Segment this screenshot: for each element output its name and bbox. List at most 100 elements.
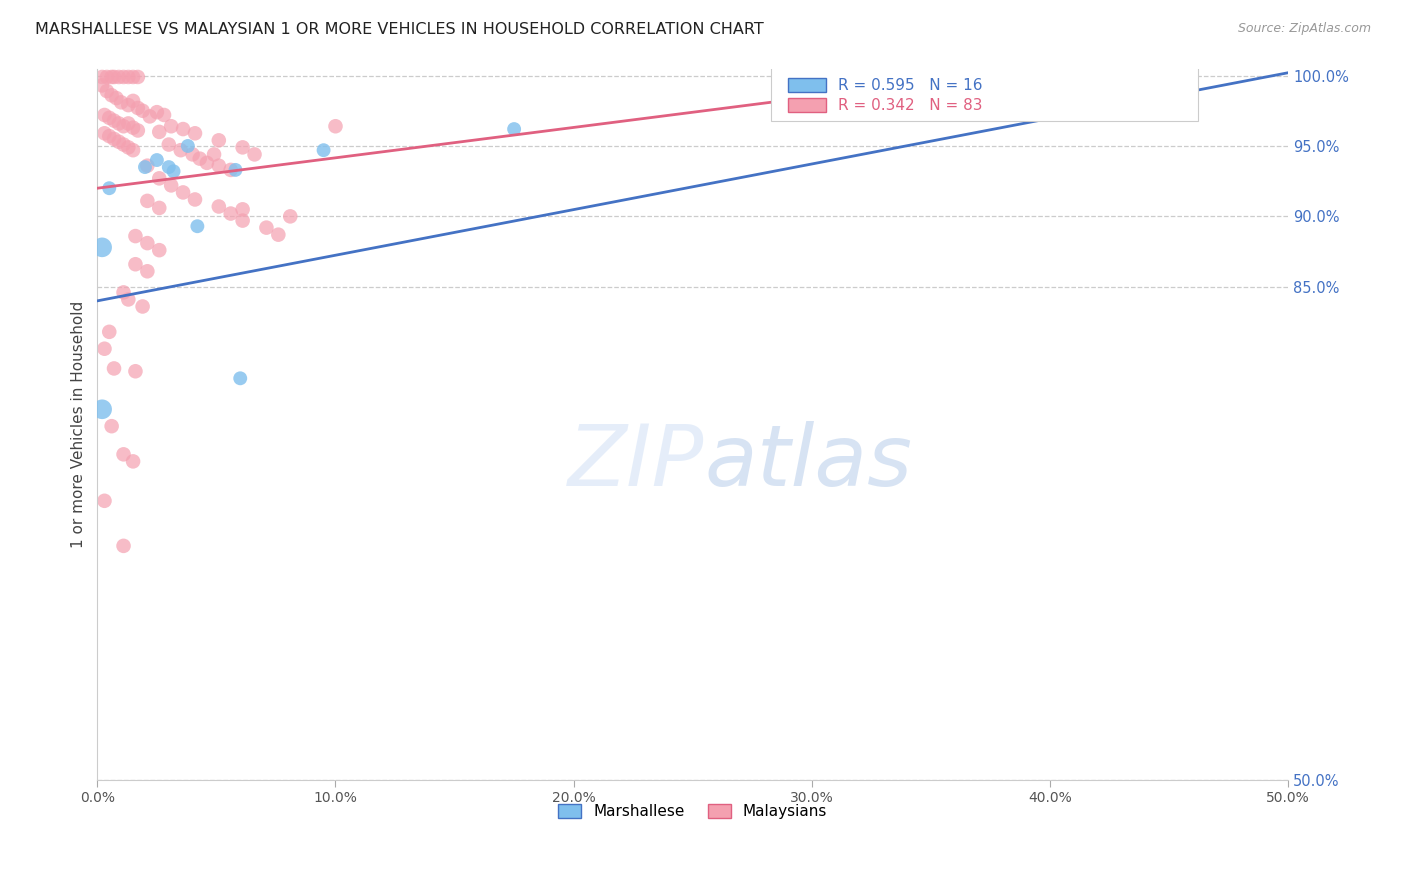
Point: [172, 122, 194, 136]
Point: [93, 342, 115, 356]
Point: [219, 162, 242, 177]
Point: [157, 160, 180, 174]
Point: [91, 240, 114, 254]
Point: [122, 454, 145, 468]
Point: [146, 153, 169, 167]
Point: [232, 202, 254, 217]
Point: [112, 285, 135, 300]
Point: [98, 111, 121, 125]
Point: [107, 116, 129, 130]
Point: [112, 539, 135, 553]
Point: [103, 361, 125, 376]
Point: [181, 147, 204, 161]
Point: [208, 133, 231, 147]
Point: [105, 91, 128, 105]
Point: [112, 447, 135, 461]
Point: [98, 325, 121, 339]
Point: [91, 78, 114, 93]
Point: [122, 120, 145, 135]
Point: [103, 132, 125, 146]
Point: [224, 162, 246, 177]
Point: [122, 143, 145, 157]
Point: [124, 229, 146, 244]
Point: [232, 213, 254, 227]
Text: atlas: atlas: [704, 421, 912, 504]
Point: [127, 101, 149, 115]
Point: [229, 371, 252, 385]
Point: [202, 147, 225, 161]
Point: [117, 140, 139, 154]
Point: [172, 186, 194, 200]
Point: [96, 84, 118, 98]
Point: [153, 108, 176, 122]
Point: [232, 140, 254, 154]
Point: [146, 105, 169, 120]
Point: [503, 122, 526, 136]
Point: [110, 95, 132, 110]
Point: [148, 171, 170, 186]
Point: [134, 160, 156, 174]
Point: [124, 364, 146, 378]
Point: [139, 109, 162, 123]
Text: ZIP: ZIP: [568, 421, 704, 504]
Point: [117, 98, 139, 112]
Point: [100, 419, 122, 434]
Point: [117, 293, 139, 307]
Point: [148, 243, 170, 257]
Point: [122, 94, 145, 108]
Point: [127, 123, 149, 137]
Text: R = 0.595   N = 16: R = 0.595 N = 16: [838, 78, 983, 93]
Point: [148, 125, 170, 139]
Text: Source: ZipAtlas.com: Source: ZipAtlas.com: [1237, 22, 1371, 36]
Point: [186, 219, 208, 234]
Point: [188, 152, 211, 166]
Point: [96, 70, 118, 84]
Point: [157, 137, 180, 152]
Point: [219, 206, 242, 220]
FancyBboxPatch shape: [772, 67, 1198, 120]
Point: [243, 147, 266, 161]
Y-axis label: 1 or more Vehicles in Household: 1 or more Vehicles in Household: [72, 301, 86, 548]
Point: [103, 70, 125, 84]
Point: [195, 156, 218, 170]
Point: [325, 120, 347, 134]
Point: [208, 159, 231, 173]
Point: [122, 70, 145, 84]
Point: [160, 178, 183, 193]
Point: [112, 70, 135, 84]
Point: [1157, 69, 1180, 83]
Point: [184, 193, 207, 207]
Point: [131, 300, 153, 314]
Point: [112, 120, 135, 134]
Point: [117, 70, 139, 84]
Point: [177, 139, 200, 153]
Point: [100, 88, 122, 103]
Point: [93, 108, 115, 122]
Point: [162, 164, 184, 178]
Point: [267, 227, 290, 242]
Point: [93, 126, 115, 140]
Point: [254, 220, 277, 235]
Point: [98, 129, 121, 144]
Point: [208, 200, 231, 214]
Point: [170, 143, 193, 157]
Text: R = 0.342   N = 83: R = 0.342 N = 83: [838, 97, 983, 112]
Point: [136, 264, 159, 278]
Point: [160, 120, 183, 134]
Point: [148, 201, 170, 215]
Point: [117, 116, 139, 130]
Point: [136, 159, 159, 173]
Point: [278, 210, 301, 224]
Point: [312, 143, 335, 157]
Point: [100, 70, 122, 84]
Text: MARSHALLESE VS MALAYSIAN 1 OR MORE VEHICLES IN HOUSEHOLD CORRELATION CHART: MARSHALLESE VS MALAYSIAN 1 OR MORE VEHIC…: [35, 22, 763, 37]
FancyBboxPatch shape: [787, 98, 827, 112]
Point: [112, 137, 135, 152]
Point: [184, 126, 207, 140]
Point: [131, 103, 153, 118]
FancyBboxPatch shape: [787, 78, 827, 93]
Point: [93, 493, 115, 508]
Point: [98, 181, 121, 195]
Point: [136, 236, 159, 251]
Point: [136, 194, 159, 208]
